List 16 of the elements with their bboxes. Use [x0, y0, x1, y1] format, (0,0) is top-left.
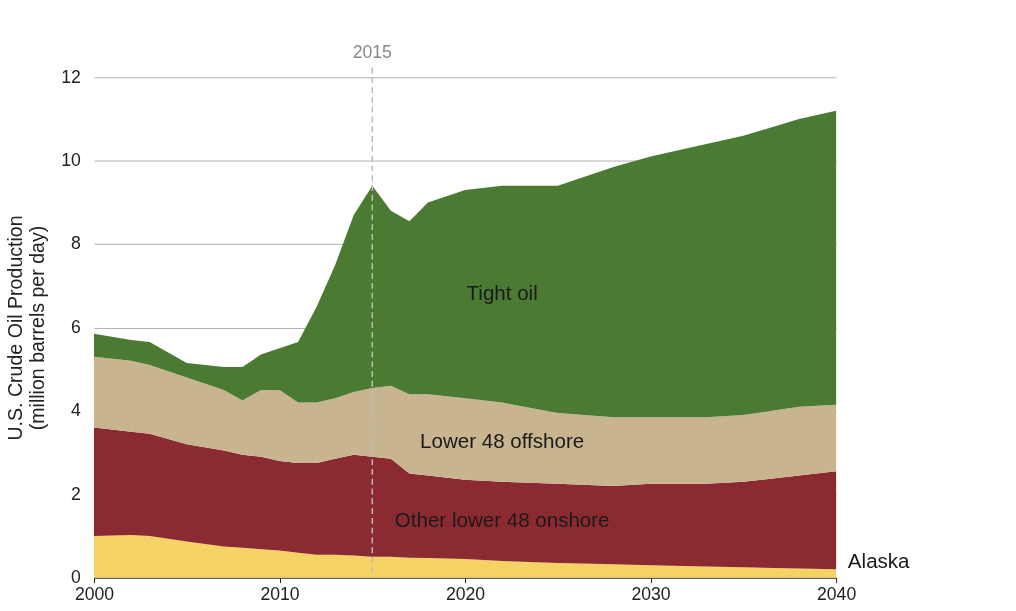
y-tick-label: 8 [70, 233, 81, 254]
ref-line-label: 2015 [352, 41, 393, 62]
y-tick-label: 4 [70, 400, 81, 421]
series-label: Alaska [847, 548, 911, 572]
x-tick-label: 2010 [260, 583, 300, 604]
x-tick-label: 2030 [631, 583, 671, 604]
y-axis-title: U.S. Crude Oil Production (million barrels per day) [4, 215, 48, 441]
series-label: Lower 48 offshore [420, 429, 585, 453]
y-tick-label: 10 [61, 150, 81, 171]
x-tick-label: 2020 [445, 583, 486, 604]
y-tick-label: 6 [70, 316, 81, 337]
y-tick-label: 2 [70, 483, 81, 504]
series-label: Tight oil [466, 281, 538, 305]
y-tick-label: 12 [61, 66, 81, 87]
series-label: Other lower 48 onshore [394, 508, 610, 532]
x-tick-label: 2040 [817, 583, 857, 604]
